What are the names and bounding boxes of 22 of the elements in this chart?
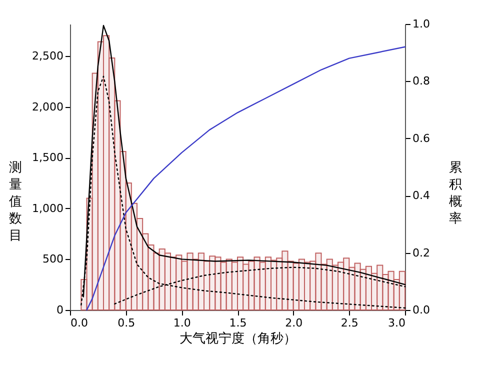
x-tick-label: 0.0 bbox=[70, 316, 88, 330]
x-tick-label: 0.5 bbox=[118, 316, 136, 330]
y2-axis-title: 累积概率 bbox=[449, 160, 462, 226]
y2-tick-label: 0.8 bbox=[412, 74, 430, 88]
y2-tick-label: 0.2 bbox=[412, 246, 430, 260]
y2-tick-label: 0.6 bbox=[412, 132, 430, 145]
y-tick-label: 0 bbox=[56, 304, 64, 316]
x-tick-label: 3.0 bbox=[388, 316, 406, 330]
y2-tick-label: 0.4 bbox=[412, 189, 430, 202]
y-tick-label: 2,500 bbox=[32, 50, 64, 63]
y-tick-label: 1,500 bbox=[32, 151, 64, 164]
x-axis-title: 大气视宁度（角秒） bbox=[180, 330, 296, 346]
x-tick-label: 1.5 bbox=[229, 316, 247, 330]
y-tick-label: 1,000 bbox=[32, 202, 64, 215]
y-tick-label: 2,000 bbox=[32, 100, 64, 114]
y-tick-label: 500 bbox=[42, 252, 64, 266]
y-axis-title: 测量值数目 bbox=[9, 160, 22, 244]
x-tick-label: 1.0 bbox=[173, 316, 191, 330]
y2-tick-label: 0.0 bbox=[412, 304, 430, 316]
x-tick-label: 2.0 bbox=[285, 316, 303, 330]
y2-tick-label: 1.0 bbox=[412, 18, 430, 30]
x-tick-label: 2.5 bbox=[340, 316, 358, 330]
